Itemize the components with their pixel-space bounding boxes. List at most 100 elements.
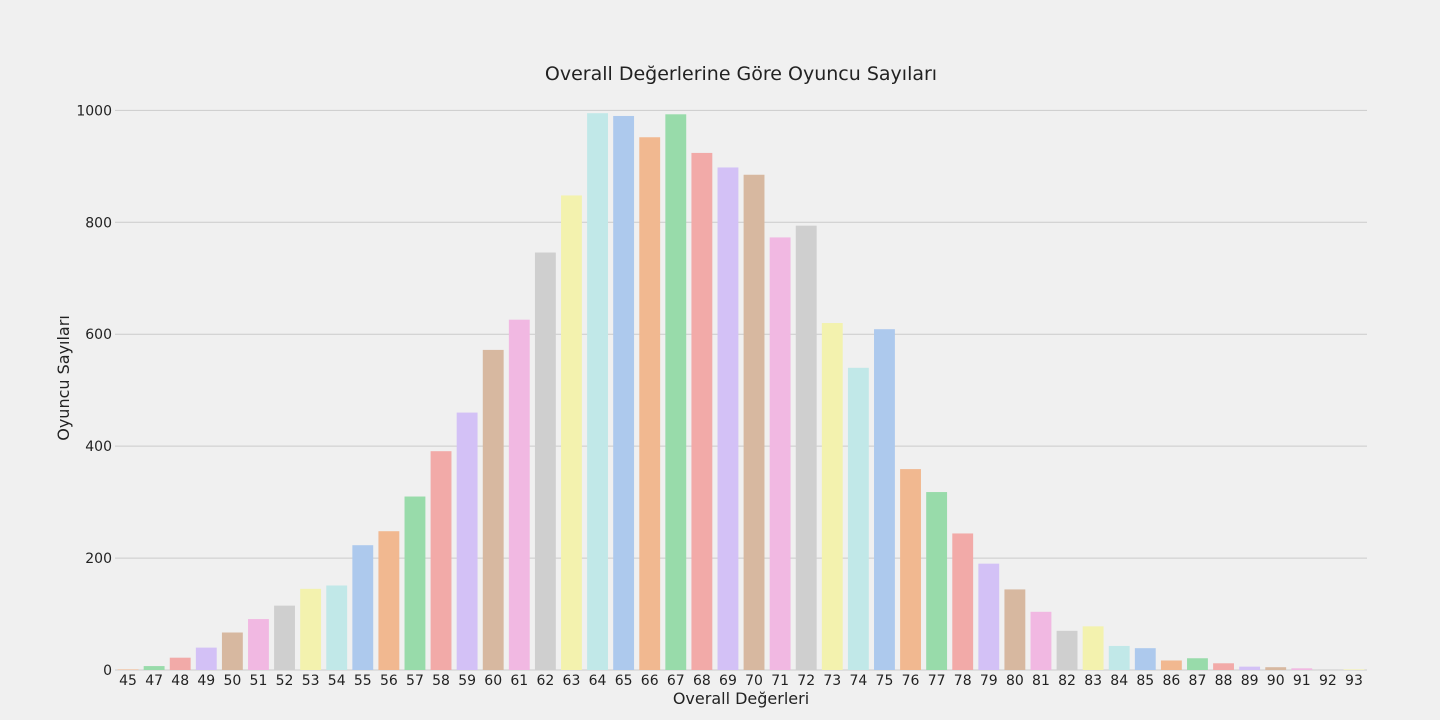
x-tick-label: 81 xyxy=(1032,673,1050,689)
x-axis-label: Overall Değerleri xyxy=(673,689,809,708)
x-tick-label: 91 xyxy=(1293,673,1311,689)
bar-82 xyxy=(1056,630,1078,670)
x-tick-label: 82 xyxy=(1058,673,1076,689)
bar-62 xyxy=(534,252,556,670)
x-tick-label: 49 xyxy=(197,673,215,689)
bar-75 xyxy=(874,329,895,670)
bar-66 xyxy=(639,137,661,670)
x-tick-label: 80 xyxy=(1006,673,1024,689)
x-tick-label: 78 xyxy=(954,673,972,689)
bar-78 xyxy=(952,533,974,670)
bar-76 xyxy=(900,469,921,670)
x-tick-label: 61 xyxy=(510,673,528,689)
bar-71 xyxy=(769,237,791,671)
bar-50 xyxy=(221,632,243,670)
bar-49 xyxy=(195,647,217,670)
x-tick-label: 73 xyxy=(823,673,841,689)
x-tick-label: 52 xyxy=(276,673,294,689)
bar-73 xyxy=(821,323,843,670)
x-tick-label: 84 xyxy=(1110,673,1128,689)
bar-92 xyxy=(1317,669,1339,670)
x-tick-label: 53 xyxy=(302,673,320,689)
bar-56 xyxy=(378,531,400,670)
x-tick-label: 68 xyxy=(693,673,711,689)
x-tick-label: 63 xyxy=(563,673,581,689)
x-tick-label: 58 xyxy=(432,673,450,689)
bar-87 xyxy=(1187,658,1208,670)
x-tick-label: 74 xyxy=(849,673,867,689)
x-tick-label: 70 xyxy=(745,673,763,689)
y-tick-label: 400 xyxy=(85,439,112,455)
x-tick-label: 89 xyxy=(1241,673,1259,689)
bar-83 xyxy=(1082,626,1104,670)
x-tick-label: 93 xyxy=(1345,673,1363,689)
x-tick-label: 65 xyxy=(615,673,633,689)
gridlines xyxy=(115,109,1367,671)
x-tick-label: 75 xyxy=(876,673,894,689)
x-tick-label: 57 xyxy=(406,673,424,689)
y-tick-label: 1000 xyxy=(76,103,112,119)
x-tick-label: 51 xyxy=(250,673,268,689)
x-tick-label: 72 xyxy=(797,673,815,689)
x-tick-label: 88 xyxy=(1215,673,1233,689)
bar-58 xyxy=(430,451,452,670)
x-tick-label: 64 xyxy=(589,673,607,689)
bar-85 xyxy=(1134,648,1156,670)
x-tick-label: 56 xyxy=(380,673,398,689)
bar-55 xyxy=(352,545,374,670)
bar-64 xyxy=(587,113,608,671)
y-tick-label: 200 xyxy=(85,551,112,567)
bar-45 xyxy=(117,669,139,670)
bar-91 xyxy=(1291,668,1313,670)
x-tick-label: 55 xyxy=(354,673,372,689)
x-tick-label: 62 xyxy=(536,673,554,689)
bar-59 xyxy=(456,412,478,670)
bar-48 xyxy=(169,657,191,670)
x-tick-label: 60 xyxy=(484,673,502,689)
bar-74 xyxy=(847,367,869,670)
x-tick-label: 45 xyxy=(119,673,137,689)
bar-72 xyxy=(795,225,817,670)
x-tick-label: 67 xyxy=(667,673,685,689)
bar-81 xyxy=(1030,611,1052,670)
x-axis-ticks: 45 47 48 49 50 51 52 53 54 55 56 57 58 59 60 61 62 63 64 65… xyxy=(119,673,1363,689)
x-tick-label: 86 xyxy=(1162,673,1180,689)
x-tick-label: 92 xyxy=(1319,673,1337,689)
x-tick-label: 71 xyxy=(771,673,789,689)
y-tick-label: 800 xyxy=(85,215,112,231)
bar-70 xyxy=(743,174,765,670)
bar-60 xyxy=(482,349,504,670)
x-tick-label: 50 xyxy=(223,673,241,689)
bars xyxy=(117,113,1365,671)
y-tick-label: 0 xyxy=(103,663,112,679)
bar-90 xyxy=(1265,667,1287,670)
bar-54 xyxy=(326,585,348,670)
bar-63 xyxy=(561,195,582,670)
bar-47 xyxy=(143,666,165,670)
bar-80 xyxy=(1004,589,1026,670)
bar-84 xyxy=(1108,645,1130,670)
bar-69 xyxy=(717,167,739,670)
x-tick-label: 87 xyxy=(1189,673,1207,689)
x-tick-label: 77 xyxy=(928,673,946,689)
bar-89 xyxy=(1239,666,1261,670)
x-tick-label: 69 xyxy=(719,673,737,689)
x-tick-label: 79 xyxy=(980,673,998,689)
bar-51 xyxy=(248,619,269,670)
bar-79 xyxy=(978,563,1000,670)
bar-61 xyxy=(508,319,530,670)
bar-77 xyxy=(926,492,948,670)
y-axis-label: Oyuncu Sayıları xyxy=(54,315,73,441)
x-tick-label: 48 xyxy=(171,673,189,689)
x-tick-label: 76 xyxy=(902,673,920,689)
x-tick-label: 66 xyxy=(641,673,659,689)
chart-title: Overall Değerlerine Göre Oyuncu Sayıları xyxy=(545,63,937,85)
bar-53 xyxy=(300,588,322,670)
bar-52 xyxy=(274,605,295,670)
bar-93 xyxy=(1343,669,1365,670)
x-tick-label: 59 xyxy=(458,673,476,689)
x-tick-label: 83 xyxy=(1084,673,1102,689)
bar-86 xyxy=(1160,660,1182,670)
x-tick-label: 54 xyxy=(328,673,346,689)
